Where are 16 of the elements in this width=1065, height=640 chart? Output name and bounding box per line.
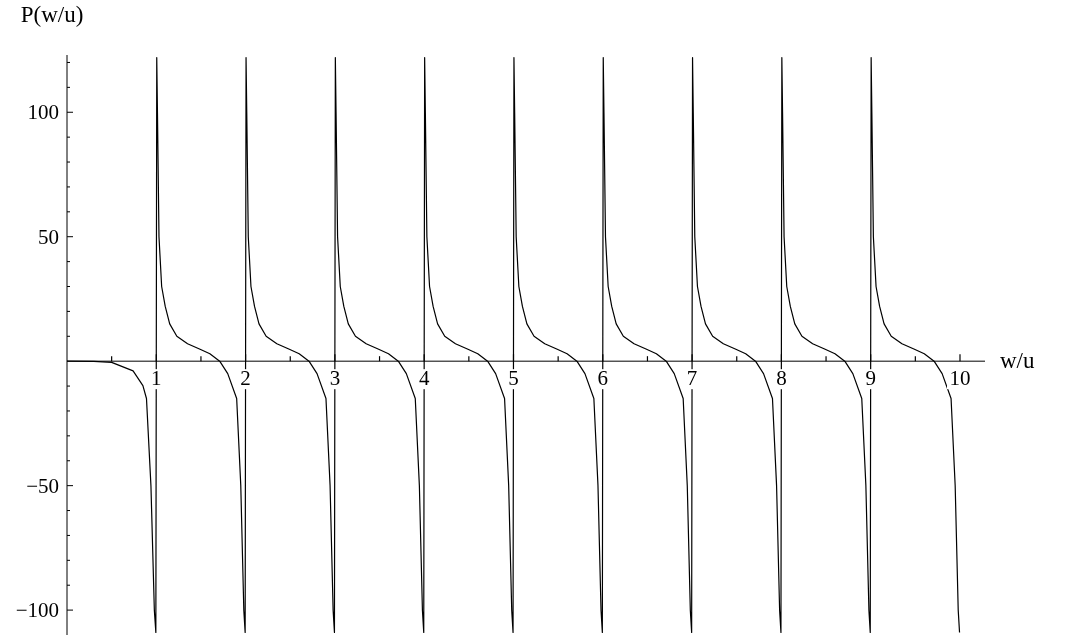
x-axis-title: w/u xyxy=(1000,348,1035,374)
x-tick-label: 9 xyxy=(865,366,876,391)
y-tick-label: 50 xyxy=(38,224,59,249)
y-axis-title: P(w/u) xyxy=(20,2,84,27)
x-tick-label: 10 xyxy=(949,366,971,391)
y-tick-label: −50 xyxy=(26,473,59,498)
x-tick-label: 3 xyxy=(329,366,341,391)
x-tick-label: 5 xyxy=(508,366,519,391)
x-tick-label: 4 xyxy=(418,366,430,391)
x-tick-label: 2 xyxy=(240,366,251,391)
x-tick-label: 1 xyxy=(151,366,162,391)
x-tick-label: 7 xyxy=(686,366,698,391)
y-tick-label: 100 xyxy=(27,100,59,125)
y-tick-label: −100 xyxy=(15,598,59,623)
x-tick-label: 6 xyxy=(597,366,609,391)
x-tick-label: 8 xyxy=(776,366,787,391)
